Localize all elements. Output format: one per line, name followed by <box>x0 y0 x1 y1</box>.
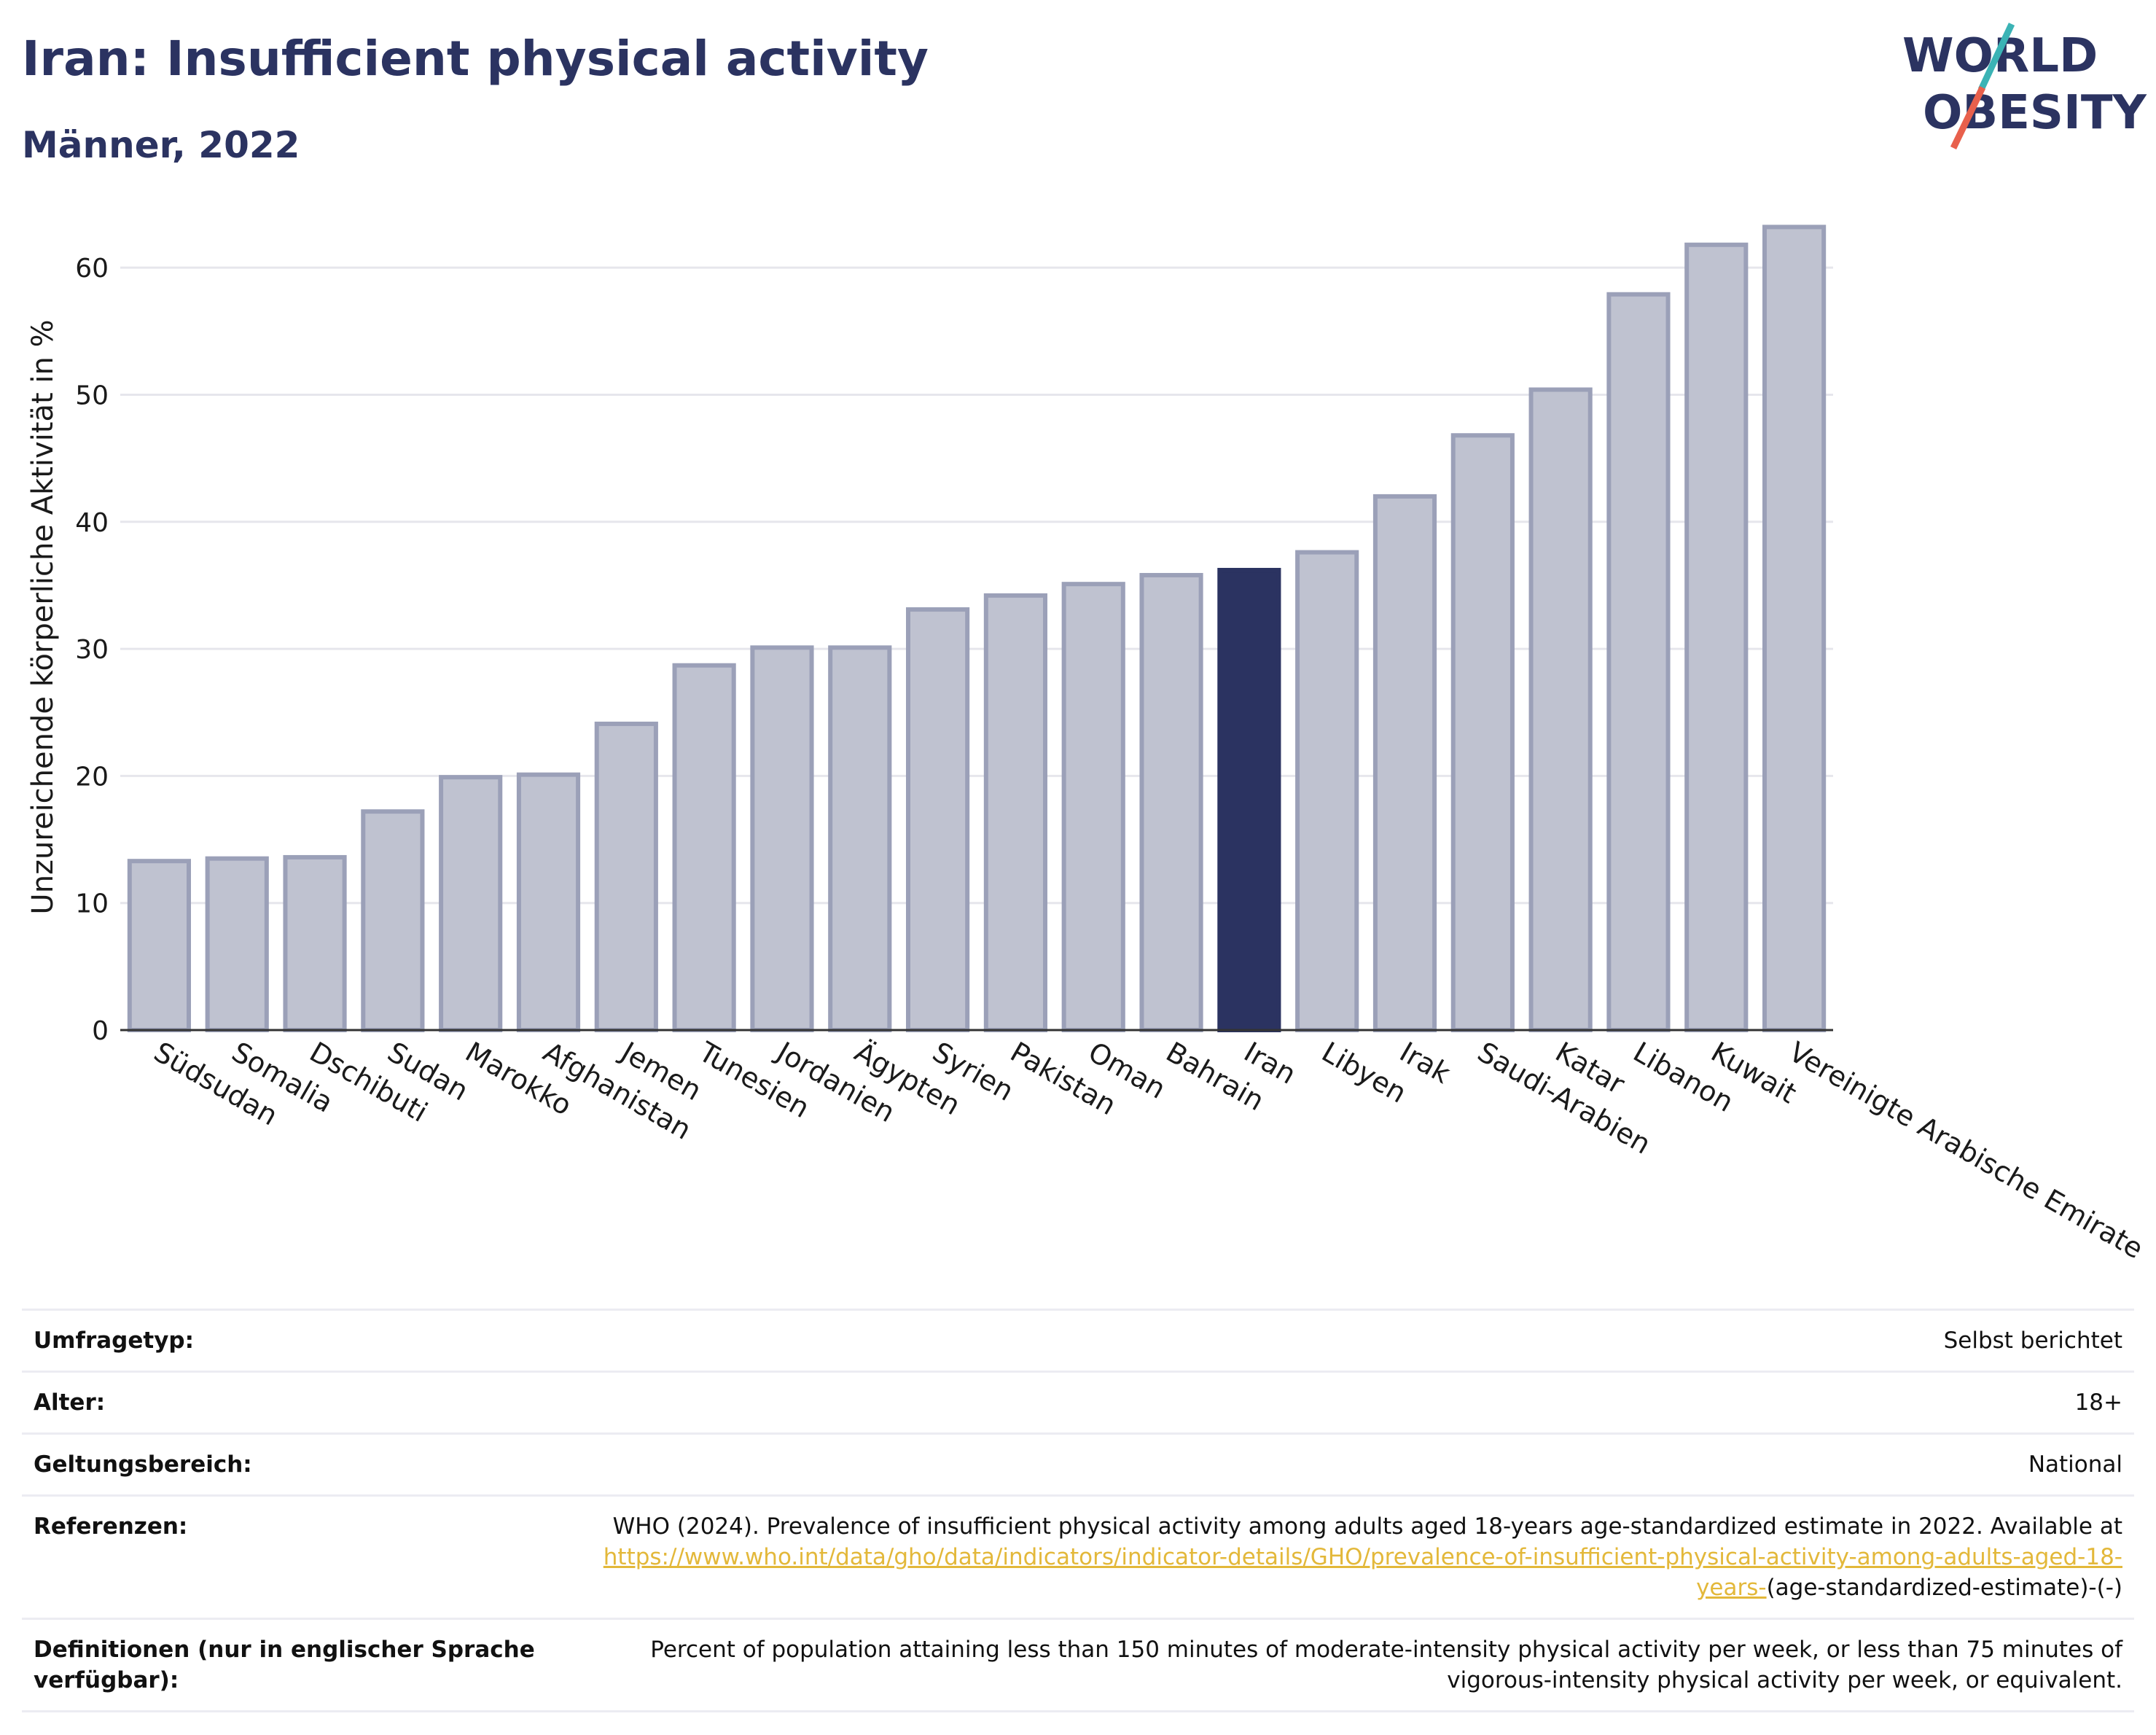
meta-row-references: Referenzen: WHO (2024). Prevalence of in… <box>22 1495 2134 1619</box>
logo-line2: OBESITY <box>1923 86 2147 140</box>
bar-marokko <box>439 775 503 1032</box>
bar-kuwait <box>1684 242 1749 1033</box>
bar-libyen <box>1295 550 1359 1032</box>
chart-title: Iran: Insufficient physical activity <box>22 31 929 87</box>
reference-link[interactable]: https://www.who.int/data/gho/data/indica… <box>603 1544 2122 1601</box>
meta-row-scope: Geltungsbereich: National <box>22 1433 2134 1496</box>
meta-value: Percent of population attaining less tha… <box>650 1637 2122 1693</box>
x-tick-label: Libyen <box>1316 1036 1412 1110</box>
bar-irak <box>1372 494 1437 1032</box>
y-tick-label: 10 <box>75 889 109 919</box>
meta-row-age: Alter: 18+ <box>22 1371 2134 1434</box>
bars <box>127 225 1827 1033</box>
y-tick-label: 20 <box>75 762 109 792</box>
bar-afghanistan <box>516 772 581 1032</box>
bar-saudi-arabien <box>1450 433 1515 1032</box>
meta-label: Umfragetyp: <box>34 1327 194 1354</box>
bar-jordanien <box>750 645 814 1032</box>
y-axis-label: Unzureichende körperliche Aktivität in % <box>26 319 60 914</box>
bar-südsudan <box>127 859 191 1032</box>
y-tick-label: 40 <box>75 508 109 538</box>
logo-stroke-red <box>1950 86 1986 149</box>
world-obesity-logo: WORLD OBESITY <box>1902 23 2147 149</box>
x-tick-labels: SüdsudanSomaliaDschibutiSudanMarokkoAfgh… <box>149 1035 2149 1266</box>
meta-row-survey: Umfragetyp: Selbst berichtet <box>22 1309 2134 1372</box>
y-tick-label: 60 <box>75 254 109 284</box>
logo-stroke-teal <box>1977 23 2015 91</box>
bar-pakistan <box>983 593 1048 1032</box>
bar-katar <box>1528 387 1593 1032</box>
reference-suffix: (age-standardized-estimate)-(-) <box>1766 1575 2122 1601</box>
meta-label: Geltungsbereich: <box>34 1451 252 1478</box>
meta-value: WHO (2024). Prevalence of insufficient p… <box>555 1496 2134 1619</box>
bar-sudan <box>361 809 425 1033</box>
bar-chart: 0 10 20 30 40 50 60 SüdsudanSomaliaDschibutiSu… <box>26 225 2149 1266</box>
bar-dschibuti <box>283 854 347 1032</box>
meta-value: National <box>2028 1451 2122 1478</box>
x-tick-label: Vereinigte Arabische Emirate <box>1784 1036 2149 1266</box>
bar-ägypten <box>828 645 892 1032</box>
bar-tunesien <box>672 663 736 1033</box>
bar-syrien <box>906 607 970 1032</box>
chart-subtitle: Männer, 2022 <box>22 124 300 166</box>
meta-label: Referenzen: <box>34 1513 188 1540</box>
bar-jemen <box>594 721 658 1032</box>
metadata-table: Umfragetyp: Selbst berichtet Alter: 18+ … <box>22 1309 2134 1712</box>
y-tick-labels: 0 10 20 30 40 50 60 <box>75 254 109 1046</box>
bar-vereinigte-arabische-emirate <box>1762 225 1827 1033</box>
meta-label: Definitionen (nur in englischer Sprache … <box>34 1637 535 1693</box>
meta-value: 18+ <box>2074 1389 2122 1416</box>
y-tick-label: 30 <box>75 635 109 665</box>
bar-somalia <box>205 856 269 1033</box>
meta-row-definitions: Definitionen (nur in englischer Sprache … <box>22 1618 2134 1712</box>
bar-iran <box>1217 568 1281 1032</box>
bar-oman <box>1061 582 1125 1032</box>
meta-label: Alter: <box>34 1389 106 1416</box>
y-tick-label: 50 <box>75 381 109 410</box>
bar-libanon <box>1606 292 1671 1032</box>
meta-value: Selbst berichtet <box>1943 1327 2122 1354</box>
y-tick-label: 0 <box>92 1016 109 1046</box>
bar-bahrain <box>1139 572 1203 1032</box>
reference-text: WHO (2024). Prevalence of insufficient p… <box>612 1513 2122 1540</box>
